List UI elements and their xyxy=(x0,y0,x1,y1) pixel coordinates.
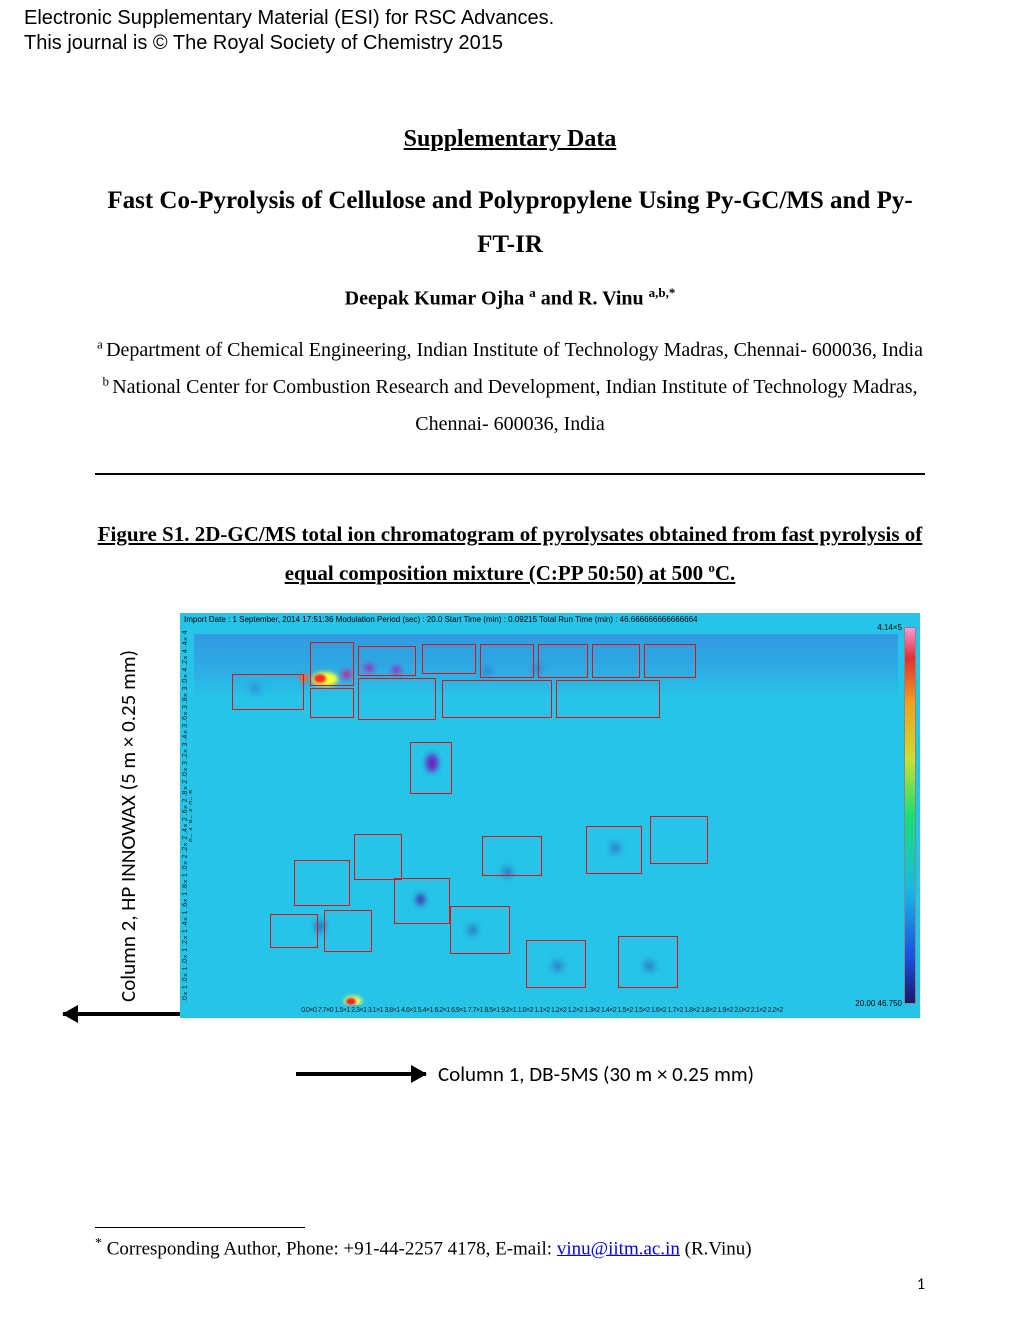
heatmap-spot xyxy=(346,998,356,1005)
paper-title: Fast Co-Pyrolysis of Cellulose and Polyp… xyxy=(95,179,925,267)
footnote-block: * Corresponding Author, Phone: +91-44-22… xyxy=(95,1227,925,1260)
annotation-box xyxy=(586,826,642,874)
affil-a-sup: a xyxy=(97,337,106,352)
annotation-box xyxy=(422,644,476,674)
figcap-post: C. xyxy=(715,561,735,585)
chrom-x-ticks: 0.0×0 7.7×0 1.5×1 2.3×1 3.1×1 3.8×1 4.6×… xyxy=(194,1007,890,1017)
esi-header: Electronic Supplementary Material (ESI) … xyxy=(0,0,1020,56)
annotation-box xyxy=(644,644,696,678)
author-1: Deepak Kumar Ojha xyxy=(345,287,530,309)
author-sep: and xyxy=(536,287,578,309)
figure-caption: Figure S1. 2D-GC/MS total ion chromatogr… xyxy=(95,515,925,593)
chrom-header-text: Import Date : 1 September, 2014 17:51:36… xyxy=(184,615,916,624)
y-axis-text: Column 2, HP INNOWAX (5 m × 0.25 mm) xyxy=(115,650,141,1002)
annotation-box xyxy=(480,644,534,678)
annotation-box xyxy=(358,646,416,676)
arrow-up-icon xyxy=(63,1012,193,1016)
heatmap-area xyxy=(194,626,898,1005)
affiliation-a: a Department of Chemical Engineering, In… xyxy=(95,332,925,369)
footnote-text: * Corresponding Author, Phone: +91-44-22… xyxy=(95,1236,925,1260)
annotation-box xyxy=(354,834,402,880)
annotation-box xyxy=(556,680,660,718)
annotation-box xyxy=(526,940,586,988)
annotation-box xyxy=(294,860,350,906)
affiliation-b: b National Center for Combustion Researc… xyxy=(95,369,925,443)
footnote-rule xyxy=(95,1227,305,1228)
section-rule xyxy=(95,473,925,475)
author-2: R. Vinu xyxy=(578,287,649,309)
annotation-box xyxy=(450,906,510,954)
esi-line1: Electronic Supplementary Material (ESI) … xyxy=(24,6,1020,31)
x-axis-label: Column 1, DB-5MS (30 m × 0.25 mm) xyxy=(95,1061,925,1087)
chromatogram-plot: Import Date : 1 September, 2014 17:51:36… xyxy=(180,613,920,1018)
figcap-pre: Figure S1. 2D-GC/MS total ion chromatogr… xyxy=(98,522,923,585)
y-axis-label: Column 2, HP INNOWAX (5 m × 0.25 mm) xyxy=(63,650,193,1016)
main-content: Supplementary Data Fast Co-Pyrolysis of … xyxy=(0,56,1020,1087)
annotation-box xyxy=(324,910,372,952)
footnote-post: (R.Vinu) xyxy=(680,1238,752,1259)
annotation-box xyxy=(232,674,304,710)
figure-wrap: Column 2, HP INNOWAX (5 m × 0.25 mm) Imp… xyxy=(140,613,970,1053)
affil-b-text: National Center for Combustion Research … xyxy=(112,376,917,435)
author-line: Deepak Kumar Ojha a and R. Vinu a,b,* xyxy=(95,285,925,311)
chrom-y-ticks: .0×1 .0×1 .0×1 .2×1 .4×1 .6×1 .8×1 .0×2 … xyxy=(182,627,192,1006)
footnote-asterisk: * xyxy=(95,1236,102,1251)
affil-a-text: Department of Chemical Engineering, Indi… xyxy=(106,339,923,361)
arrow-right-icon xyxy=(296,1072,426,1076)
annotation-box xyxy=(538,644,588,678)
annotation-box xyxy=(650,816,708,864)
annotation-box xyxy=(310,688,354,718)
colorbar-min: 20.00 46.750 xyxy=(855,999,902,1008)
supplementary-title: Supplementary Data xyxy=(95,126,925,153)
annotation-box xyxy=(394,878,450,924)
footnote-email-link[interactable]: vinu@iitm.ac.in xyxy=(557,1238,680,1259)
annotation-box xyxy=(618,936,678,988)
annotation-box xyxy=(270,914,318,948)
annotation-box xyxy=(482,836,542,876)
annotation-box xyxy=(310,642,354,686)
page-number: 1 xyxy=(917,1275,925,1294)
annotation-box xyxy=(592,644,640,678)
annotation-box xyxy=(442,680,552,718)
author-2-sup: a,b,* xyxy=(649,285,676,300)
annotation-box xyxy=(358,678,436,720)
colorbar-max: 4.14×5 xyxy=(877,623,902,632)
x-axis-text: Column 1, DB-5MS (30 m × 0.25 mm) xyxy=(438,1061,754,1087)
affil-b-sup: b xyxy=(102,374,112,389)
annotation-box xyxy=(410,742,452,794)
colorbar xyxy=(904,627,916,1004)
esi-line2: This journal is © The Royal Society of C… xyxy=(24,31,1020,56)
footnote-pre: Corresponding Author, Phone: +91-44-2257… xyxy=(102,1238,557,1259)
